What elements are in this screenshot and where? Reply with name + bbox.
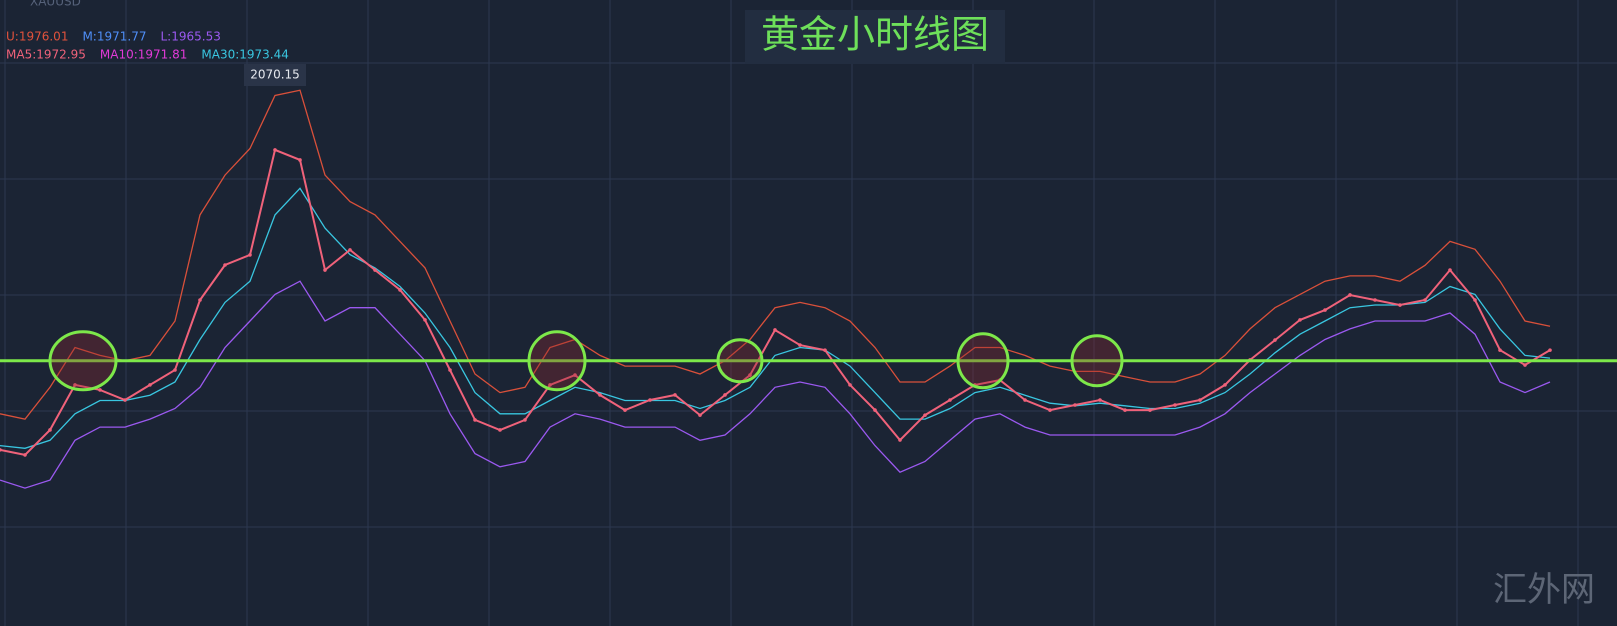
close-point	[73, 383, 77, 387]
close-point	[323, 268, 327, 272]
plot	[0, 89, 1617, 489]
close-point	[1173, 403, 1177, 407]
series-line	[0, 89, 1551, 420]
close-point	[398, 288, 402, 292]
close-point	[623, 408, 627, 412]
close-point	[598, 393, 602, 397]
peak-label: 2070.15	[250, 68, 300, 82]
close-point	[423, 318, 427, 322]
close-point	[23, 453, 27, 457]
close-point	[198, 298, 202, 302]
legend-entry: MA5:1972.95	[6, 48, 86, 62]
close-point	[373, 268, 377, 272]
legend-entry: U:1976.01	[6, 30, 68, 44]
close-point	[1273, 338, 1277, 342]
chart-title: 黄金小时线图	[761, 13, 989, 57]
highlight-circle	[1070, 334, 1124, 388]
close-point	[923, 413, 927, 417]
close-point	[1548, 348, 1552, 352]
highlight-circle	[527, 330, 587, 392]
close-point	[1148, 408, 1152, 412]
close-point	[1398, 303, 1402, 307]
close-point	[173, 368, 177, 372]
close-point	[673, 393, 677, 397]
close-point	[873, 408, 877, 412]
legend-entry: L:1965.53	[160, 30, 220, 44]
close-point	[348, 248, 352, 252]
highlight-circle	[716, 338, 764, 384]
close-point	[773, 328, 777, 332]
close-point	[898, 438, 902, 442]
series-line	[0, 148, 1551, 456]
close-point	[1198, 398, 1202, 402]
highlight-circle	[48, 330, 118, 392]
close-point	[1223, 383, 1227, 387]
legend-entry: MA30:1973.44	[201, 48, 289, 62]
close-point	[1298, 318, 1302, 322]
close-point	[1473, 298, 1477, 302]
close-point	[473, 418, 477, 422]
close-point	[648, 398, 652, 402]
close-point	[248, 253, 252, 257]
close-point	[698, 413, 702, 417]
peak-label-bg	[244, 64, 306, 86]
close-point	[98, 388, 102, 392]
close-point	[298, 158, 302, 162]
close-point	[723, 393, 727, 397]
close-point	[823, 348, 827, 352]
close-point	[1498, 348, 1502, 352]
close-point	[1323, 308, 1327, 312]
legend-entry: MA10:1971.81	[100, 48, 188, 62]
close-point	[273, 148, 277, 152]
close-point	[573, 373, 577, 377]
close-point	[1373, 298, 1377, 302]
close-point	[1048, 408, 1052, 412]
close-point	[523, 418, 527, 422]
close-point	[148, 383, 152, 387]
close-point	[223, 263, 227, 267]
close-point	[1098, 398, 1102, 402]
watermark: 汇外网	[1493, 570, 1595, 610]
legend-entry: M:1971.77	[82, 30, 146, 44]
highlight-circle	[956, 332, 1010, 390]
close-point	[848, 383, 852, 387]
close-point	[498, 428, 502, 432]
close-point	[1348, 293, 1352, 297]
series-line	[0, 187, 1551, 449]
close-point	[1123, 408, 1127, 412]
close-point	[1448, 268, 1452, 272]
close-point	[548, 383, 552, 387]
close-point	[1423, 298, 1427, 302]
close-point	[48, 428, 52, 432]
close-point	[1023, 398, 1027, 402]
close-point	[0, 448, 2, 452]
close-point	[448, 368, 452, 372]
title-bg	[745, 10, 1005, 64]
close-point	[748, 373, 752, 377]
close-point	[1523, 363, 1527, 367]
close-point	[123, 398, 127, 402]
close-point	[948, 398, 952, 402]
symbol: XAUUSD	[30, 0, 81, 9]
close-point	[798, 343, 802, 347]
close-point	[1073, 403, 1077, 407]
